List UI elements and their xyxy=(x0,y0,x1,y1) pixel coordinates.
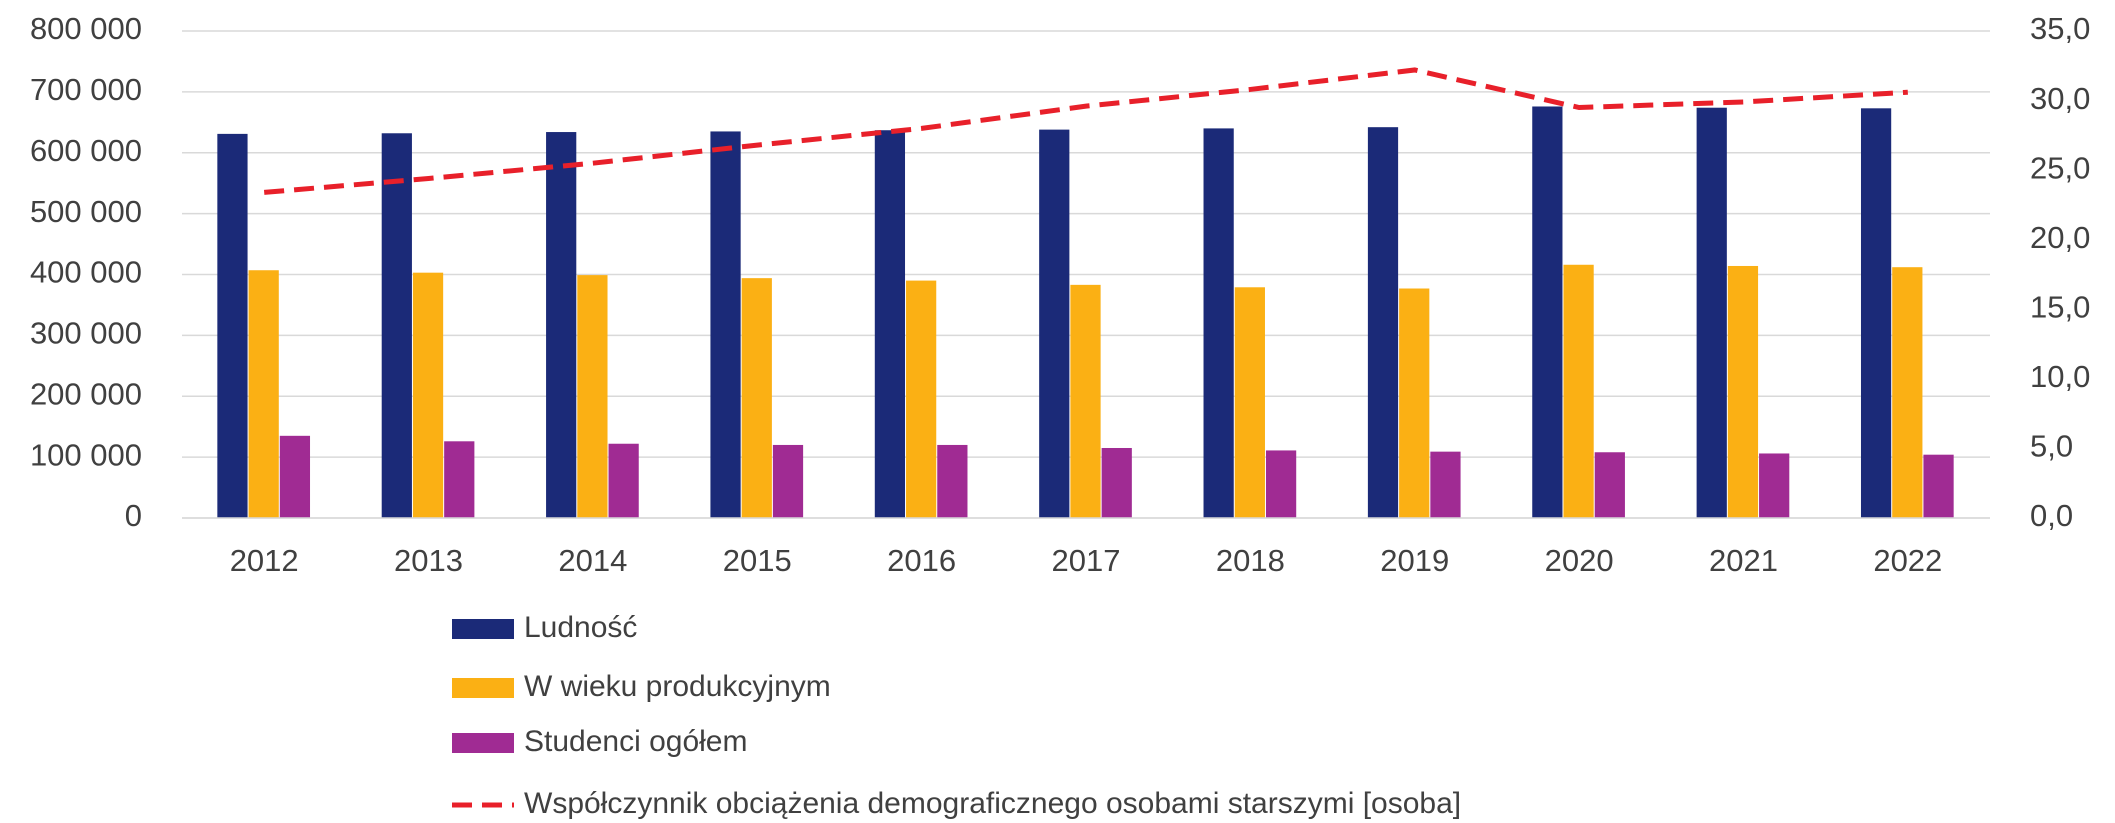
bar xyxy=(444,441,475,518)
bar xyxy=(1101,447,1132,518)
bar xyxy=(1892,267,1923,518)
bar xyxy=(1923,454,1954,518)
y2-tick-label: 35,0 xyxy=(2030,11,2090,46)
x-tick-label: 2022 xyxy=(1873,543,1942,578)
bar xyxy=(1727,265,1759,518)
legend-label: W wieku produkcyjnym xyxy=(524,670,831,703)
bar xyxy=(1234,287,1265,518)
y2-tick-label: 25,0 xyxy=(2030,150,2090,185)
legend-swatch xyxy=(452,619,514,639)
x-tick-label: 2018 xyxy=(1216,543,1285,578)
bar xyxy=(1265,450,1297,518)
bar xyxy=(1203,128,1234,518)
x-tick-label: 2021 xyxy=(1709,543,1778,578)
bar xyxy=(248,270,279,518)
bar xyxy=(217,133,248,518)
x-tick-label: 2019 xyxy=(1380,543,1449,578)
x-tick-label: 2016 xyxy=(887,543,956,578)
y2-tick-label: 5,0 xyxy=(2030,429,2073,464)
bar xyxy=(279,435,311,518)
bar xyxy=(577,275,608,518)
bar xyxy=(546,132,577,519)
y-tick-label: 600 000 xyxy=(30,133,142,168)
y-tick-label: 0 xyxy=(125,498,142,533)
legend-swatch xyxy=(452,678,514,698)
bar xyxy=(1563,264,1594,518)
x-tick-label: 2012 xyxy=(230,543,299,578)
y2-tick-label: 20,0 xyxy=(2030,220,2090,255)
bar xyxy=(1532,106,1563,519)
bar xyxy=(906,280,937,518)
y2-tick-label: 15,0 xyxy=(2030,289,2090,324)
y-tick-label: 100 000 xyxy=(30,437,142,472)
y2-tick-label: 10,0 xyxy=(2030,359,2090,394)
legend-label: Współczynnik obciążenia demograficznego … xyxy=(524,787,1461,820)
line-series xyxy=(263,67,1908,195)
bar xyxy=(741,278,772,518)
bar xyxy=(1039,129,1070,518)
x-tick-label: 2014 xyxy=(558,543,627,578)
y-tick-label: 300 000 xyxy=(30,316,142,351)
legend-label: Studenci ogółem xyxy=(524,725,747,758)
bar xyxy=(381,133,412,518)
x-tick-label: 2017 xyxy=(1052,543,1121,578)
y-tick-label: 200 000 xyxy=(30,376,142,411)
bar xyxy=(1367,127,1399,519)
x-tick-label: 2020 xyxy=(1545,543,1614,578)
bar xyxy=(1070,284,1101,518)
bar xyxy=(874,130,906,518)
bar xyxy=(710,131,741,518)
bar xyxy=(1399,288,1430,518)
legend-label: Ludność xyxy=(524,611,637,644)
legend-swatch xyxy=(452,733,514,753)
bar xyxy=(1696,107,1727,518)
y2-tick-label: 30,0 xyxy=(2030,81,2090,116)
y2-tick-label: 0,0 xyxy=(2030,498,2073,533)
bar xyxy=(1430,451,1461,518)
bar xyxy=(412,272,444,518)
y-tick-label: 700 000 xyxy=(30,72,142,107)
bar xyxy=(1759,453,1790,518)
bar xyxy=(772,444,804,518)
y-tick-label: 400 000 xyxy=(30,255,142,290)
x-tick-label: 2015 xyxy=(723,543,792,578)
y-tick-label: 500 000 xyxy=(30,194,142,229)
bar xyxy=(937,444,968,518)
bar xyxy=(1860,108,1892,518)
x-tick-label: 2013 xyxy=(394,543,463,578)
bar xyxy=(608,443,639,518)
bar xyxy=(1594,452,1625,518)
y-tick-label: 800 000 xyxy=(30,11,142,46)
